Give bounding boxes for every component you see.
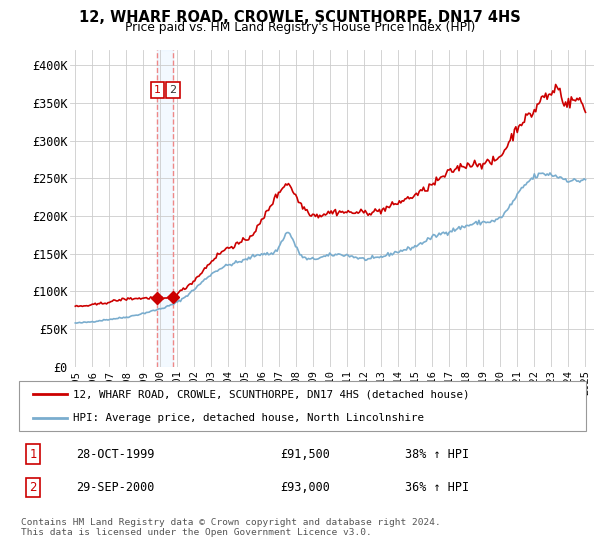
Text: Price paid vs. HM Land Registry's House Price Index (HPI): Price paid vs. HM Land Registry's House … — [125, 21, 475, 34]
Text: 1: 1 — [154, 85, 161, 95]
Bar — [157, 50, 173, 367]
FancyBboxPatch shape — [19, 381, 586, 431]
Text: 12, WHARF ROAD, CROWLE, SCUNTHORPE, DN17 4HS: 12, WHARF ROAD, CROWLE, SCUNTHORPE, DN17… — [79, 10, 521, 25]
Text: £91,500: £91,500 — [280, 447, 330, 461]
Text: £93,000: £93,000 — [280, 481, 330, 494]
Text: 38% ↑ HPI: 38% ↑ HPI — [405, 447, 469, 461]
Text: 36% ↑ HPI: 36% ↑ HPI — [405, 481, 469, 494]
Text: 28-OCT-1999: 28-OCT-1999 — [76, 447, 154, 461]
Text: Contains HM Land Registry data © Crown copyright and database right 2024.
This d: Contains HM Land Registry data © Crown c… — [21, 518, 441, 538]
Text: 2: 2 — [170, 85, 176, 95]
Text: HPI: Average price, detached house, North Lincolnshire: HPI: Average price, detached house, Nort… — [73, 413, 424, 423]
Text: 2: 2 — [29, 481, 37, 494]
Text: 1: 1 — [29, 447, 37, 461]
Text: 29-SEP-2000: 29-SEP-2000 — [76, 481, 154, 494]
Text: 12, WHARF ROAD, CROWLE, SCUNTHORPE, DN17 4HS (detached house): 12, WHARF ROAD, CROWLE, SCUNTHORPE, DN17… — [73, 389, 470, 399]
